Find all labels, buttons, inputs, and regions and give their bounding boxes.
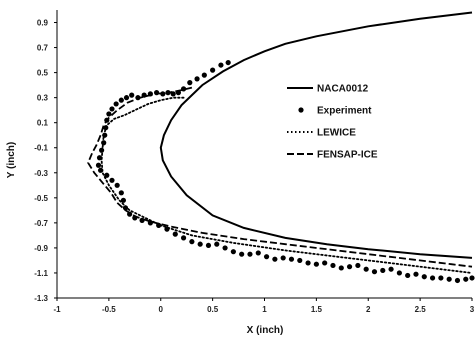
experiment-point [346, 264, 353, 270]
experiment-point [297, 257, 303, 264]
experiment-point [194, 76, 200, 82]
experiment-point [255, 250, 261, 256]
experiment-point [363, 266, 369, 272]
experiment-point [106, 111, 112, 117]
experiment-point [247, 251, 253, 257]
y-tick-label: -0.7 [34, 219, 48, 228]
experiment-point [371, 269, 378, 275]
y-tick-label: -0.1 [34, 144, 48, 153]
experiment-point [141, 92, 147, 98]
experiment-point [189, 239, 195, 245]
experiment-point [109, 177, 115, 183]
x-tick-label: 2.5 [415, 305, 427, 314]
experiment-point [120, 197, 126, 203]
experiment-point [180, 235, 187, 241]
y-tick-label: 0.1 [37, 119, 49, 128]
experiment-point [197, 241, 203, 247]
experiment-point [280, 255, 286, 261]
x-tick-label: 1.5 [311, 305, 323, 314]
y-tick-labels: 0.9 0.7 0.5 0.3 0.1 -0.1 -0.3 -0.5 -0.7 -0.9 -1.1 -… [34, 19, 57, 303]
experiment-point [330, 262, 336, 269]
x-tick-label: -0.5 [102, 305, 116, 314]
x-axis-title: X (inch) [247, 325, 284, 336]
experiment-point [446, 276, 452, 282]
experiment-point [429, 275, 436, 281]
legend-label-lewice: LEWICE [317, 128, 356, 139]
experiment-point [118, 97, 124, 103]
experiment-point [187, 80, 193, 86]
y-tick-label: -1.3 [34, 294, 48, 303]
x-tick-label: 0.5 [207, 305, 219, 314]
experiment-point [180, 86, 187, 92]
experiment-point [210, 67, 216, 73]
x-tick-label: 2 [366, 305, 371, 314]
experiment-point [438, 275, 444, 281]
y-tick-label: 0.7 [37, 44, 49, 53]
experiment-point [305, 260, 311, 266]
y-tick-label: -0.3 [34, 169, 48, 178]
experiment-point [396, 270, 402, 276]
experiment-point [222, 245, 228, 251]
experiment-point [218, 62, 224, 68]
experiment-point [413, 271, 419, 277]
x-tick-label: 0 [159, 305, 164, 314]
experiment-point [469, 275, 475, 281]
experiment-point [214, 241, 220, 247]
experiment-point [263, 254, 270, 260]
experiment-point [463, 276, 469, 282]
y-tick-label: -0.5 [34, 194, 48, 203]
x-tick-labels: -1 -0.5 0 0.5 1 1.5 2 2.5 3 [53, 298, 475, 314]
x-tick-label: 3 [470, 305, 475, 314]
experiment-point [95, 162, 102, 168]
experiment-point [239, 251, 245, 257]
legend-swatch-experiment [298, 107, 304, 113]
y-tick-label: 0.9 [37, 19, 49, 28]
axes [56, 10, 472, 299]
experiment-point [114, 182, 120, 188]
experiment-point [272, 256, 278, 262]
naca0012-line [159, 11, 473, 259]
experiment-point [205, 242, 212, 249]
x-tick-label: 1 [262, 305, 267, 314]
y-tick-label: 0.5 [37, 69, 49, 78]
y-tick-label: -0.9 [34, 244, 48, 253]
experiment-point [380, 267, 386, 274]
experiment-point [129, 92, 135, 98]
experiment-point [288, 256, 295, 262]
experiment-point [147, 220, 153, 226]
experiment-point [388, 266, 394, 272]
experiment-point [322, 260, 328, 266]
experiment-point [201, 72, 207, 78]
experiment-point [109, 106, 115, 112]
fensap-ice-line [87, 86, 473, 268]
experiment-point [225, 59, 231, 66]
experiment-point [118, 190, 124, 196]
experiment-point [355, 262, 361, 269]
plot-area [87, 11, 475, 284]
x-tick-label: -1 [53, 305, 61, 314]
legend: NACA0012 Experiment LEWICE FENSAP-ICE [287, 84, 378, 161]
experiment-point [313, 261, 319, 267]
y-tick-label: -1.1 [34, 269, 48, 278]
experiment-point [454, 277, 461, 284]
experiment-point [113, 101, 119, 107]
experiment-point [230, 249, 236, 255]
experiment-point [123, 95, 130, 101]
experiment-point [405, 272, 411, 279]
legend-label-naca0012: NACA0012 [317, 84, 369, 95]
lewice-line [100, 96, 473, 274]
y-axis-title: Y (inch) [6, 142, 17, 178]
experiment-point [338, 265, 344, 271]
experiment-point [421, 274, 427, 280]
legend-label-fensap-ice: FENSAP-ICE [317, 150, 378, 161]
y-tick-label: 0.3 [37, 94, 49, 103]
experiment-point [172, 231, 178, 237]
legend-label-experiment: Experiment [317, 106, 372, 117]
